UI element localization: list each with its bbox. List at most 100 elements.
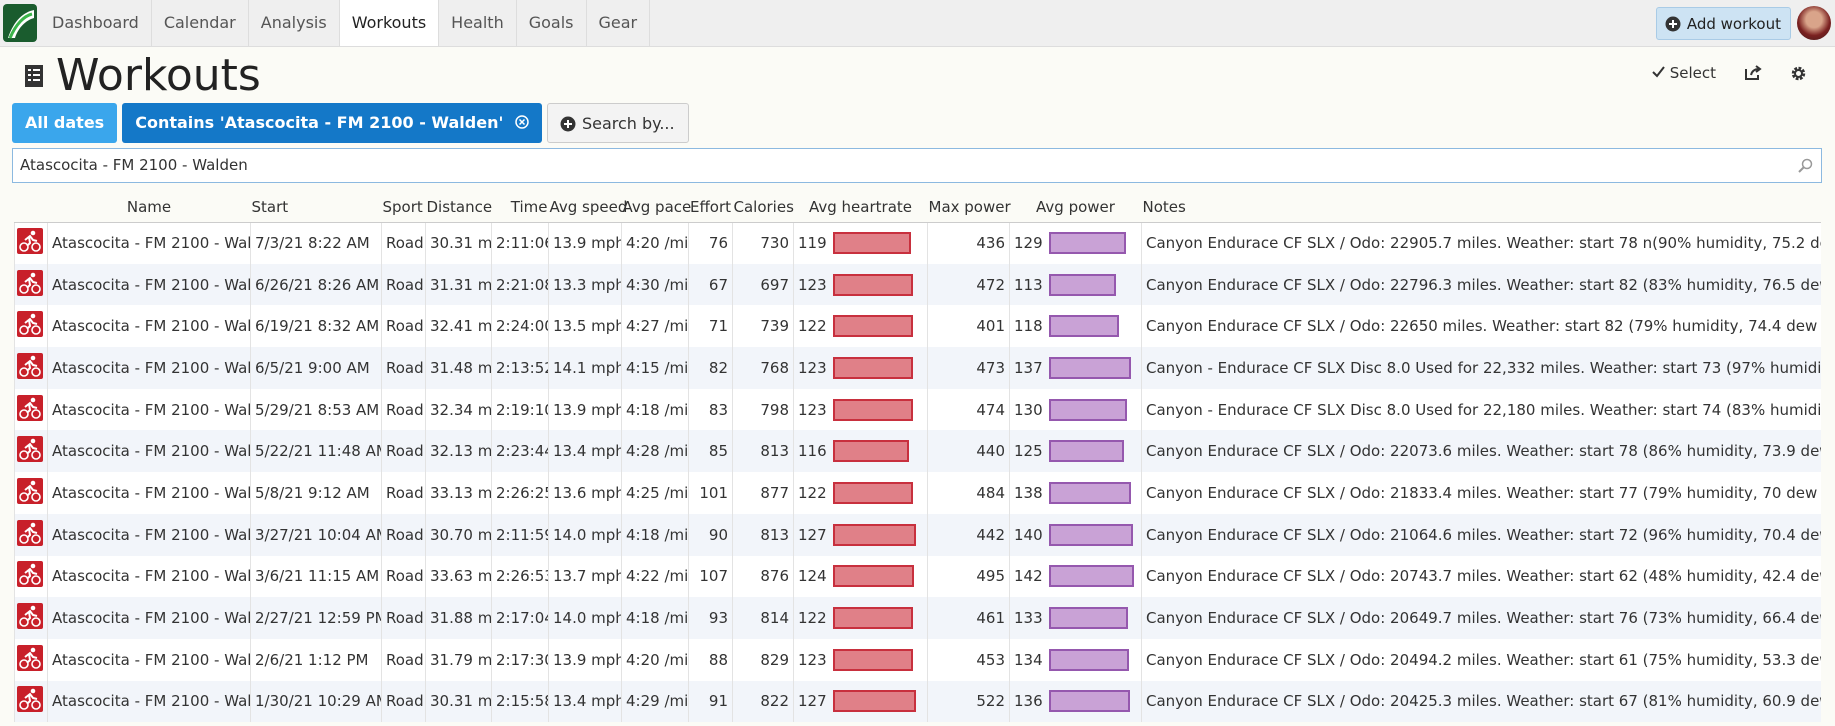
heartrate-bar <box>832 523 916 546</box>
bar-cell: 124 <box>798 565 923 588</box>
settings-button[interactable] <box>1790 65 1807 82</box>
heartrate-bar <box>832 440 909 463</box>
column-header[interactable]: Start <box>250 193 382 223</box>
nav-tab[interactable]: Calendar <box>152 0 249 46</box>
column-header[interactable]: Notes <box>1141 193 1821 223</box>
cell-7: 85 <box>688 430 733 473</box>
workout-row[interactable]: Atascocita - FM 2100 - Walden3/6/21 11:1… <box>14 555 1821 598</box>
workout-row[interactable]: Atascocita - FM 2100 - Walden2/6/21 1:12… <box>14 638 1821 681</box>
column-header[interactable]: Avg heartrate <box>793 193 928 223</box>
workout-row[interactable]: Atascocita - FM 2100 - Walden7/3/21 8:22… <box>14 222 1821 264</box>
heartrate-cell: 123 <box>793 638 928 681</box>
select-label: Select <box>1669 64 1716 82</box>
cell-6: 4:28 /mi <box>621 430 689 473</box>
cell-1: 5/22/21 11:48 AM <box>250 430 382 473</box>
workout-row[interactable]: Atascocita - FM 2100 - Walden1/30/21 10:… <box>14 680 1821 723</box>
power-cell: 118 <box>1009 305 1142 348</box>
power-bar <box>1048 356 1131 379</box>
share-button[interactable] <box>1744 65 1762 81</box>
workout-row[interactable]: Atascocita - FM 2100 - Walden6/26/21 8:2… <box>14 263 1821 306</box>
heartrate-bar <box>832 398 914 421</box>
column-header[interactable]: Time <box>491 193 549 223</box>
nav-tab[interactable]: Health <box>439 0 517 46</box>
cell-5: 13.9 mph <box>548 638 622 681</box>
cell-4: 2:26:53 <box>491 555 549 598</box>
nav-tab[interactable]: Dashboard <box>40 0 152 46</box>
bar-cell: 123 <box>798 648 923 671</box>
add-workout-label: Add workout <box>1686 15 1781 33</box>
logo[interactable] <box>0 0 40 46</box>
column-header[interactable]: Distance <box>425 193 492 223</box>
workout-row[interactable]: Atascocita - FM 2100 - Walden5/8/21 9:12… <box>14 472 1821 514</box>
power-bar <box>1048 607 1129 630</box>
cell-2: Road <box>381 472 426 514</box>
bar-cell: 125 <box>1014 440 1137 463</box>
avg-heartrate: 122 <box>798 483 827 502</box>
bar-cell: 136 <box>1014 690 1137 713</box>
nav-tab[interactable]: Workouts <box>339 0 440 46</box>
nav-tab[interactable]: Analysis <box>249 0 340 46</box>
cell-2: Road <box>381 263 426 306</box>
bar-cell: 127 <box>798 523 923 546</box>
cell-2: Road <box>381 513 426 556</box>
cell-12: Canyon - Endurace CF SLX Disc 8.0 Used f… <box>1141 347 1821 389</box>
workout-row[interactable]: Atascocita - FM 2100 - Walden6/5/21 9:00… <box>14 347 1821 389</box>
column-header[interactable]: Avg power <box>1009 193 1142 223</box>
cell-8: 697 <box>732 263 794 306</box>
bar-cell: 119 <box>798 232 923 255</box>
workout-row[interactable]: Atascocita - FM 2100 - Walden6/19/21 8:3… <box>14 305 1821 348</box>
heartrate-cell: 122 <box>793 472 928 514</box>
cell-7: 107 <box>688 555 733 598</box>
heartrate-bar <box>832 356 914 379</box>
column-header[interactable]: Effort <box>688 193 733 223</box>
cell-3: 30.31 mi <box>425 222 492 264</box>
avg-heartrate: 123 <box>798 400 827 419</box>
avg-power: 142 <box>1014 567 1043 586</box>
cell-1: 2/27/21 12:59 PM <box>250 597 382 639</box>
cell-7: 88 <box>688 638 733 681</box>
workout-row[interactable]: Atascocita - FM 2100 - Walden5/29/21 8:5… <box>14 388 1821 431</box>
cell-12: Canyon Endurace CF SLX / Odo: 20743.7 mi… <box>1141 555 1821 598</box>
nav-tab[interactable]: Goals <box>517 0 587 46</box>
cell-3: 30.31 mi <box>425 680 492 723</box>
avg-heartrate: 124 <box>798 567 827 586</box>
cell-8: 829 <box>732 638 794 681</box>
power-bar <box>1048 648 1130 671</box>
avatar[interactable] <box>1797 6 1831 40</box>
cell-3: 30.70 mi <box>425 513 492 556</box>
cell-6: 4:15 /mi <box>621 347 689 389</box>
cell-7: 101 <box>688 472 733 514</box>
cell-5: 13.5 mph <box>548 305 622 348</box>
workout-row[interactable]: Atascocita - FM 2100 - Walden5/22/21 11:… <box>14 430 1821 473</box>
cell-2: Road <box>381 555 426 598</box>
avg-heartrate: 123 <box>798 358 827 377</box>
add-workout-button[interactable]: Add workout <box>1655 7 1791 40</box>
workout-row[interactable]: Atascocita - FM 2100 - Walden3/27/21 10:… <box>14 513 1821 556</box>
column-header[interactable]: Name <box>47 193 251 223</box>
filter-contains[interactable]: Contains 'Atascocita - FM 2100 - Walden' <box>122 103 542 143</box>
cell-7: 67 <box>688 263 733 306</box>
select-button[interactable]: Select <box>1652 64 1716 82</box>
workout-row[interactable]: Atascocita - FM 2100 - Walden2/27/21 12:… <box>14 597 1821 639</box>
column-header[interactable]: Max power <box>927 193 1011 223</box>
cell-10: 440 <box>927 430 1010 473</box>
cell-8: 730 <box>732 222 794 264</box>
column-header[interactable]: Avg pace <box>621 193 691 223</box>
cell-2: Road <box>381 347 426 389</box>
filter-all-dates[interactable]: All dates <box>12 103 118 143</box>
cell-1: 7/3/21 8:22 AM <box>250 222 382 264</box>
search-input[interactable]: Atascocita - FM 2100 - Walden <box>12 148 1822 183</box>
cell-4: 2:23:44 <box>491 430 549 473</box>
heartrate-cell: 127 <box>793 513 928 556</box>
power-bar <box>1048 232 1127 255</box>
column-header[interactable]: Avg speed <box>548 193 627 223</box>
sport-icon <box>14 430 48 473</box>
sport-icon <box>14 388 48 431</box>
search-by-button[interactable]: Search by... <box>546 103 689 143</box>
nav-tab[interactable]: Gear <box>587 0 651 46</box>
column-header[interactable]: Sport <box>381 193 426 223</box>
column-header[interactable]: Calories <box>732 193 794 223</box>
filters: All dates Contains 'Atascocita - FM 2100… <box>12 103 689 143</box>
bar-cell: 134 <box>1014 648 1137 671</box>
cell-8: 798 <box>732 388 794 431</box>
